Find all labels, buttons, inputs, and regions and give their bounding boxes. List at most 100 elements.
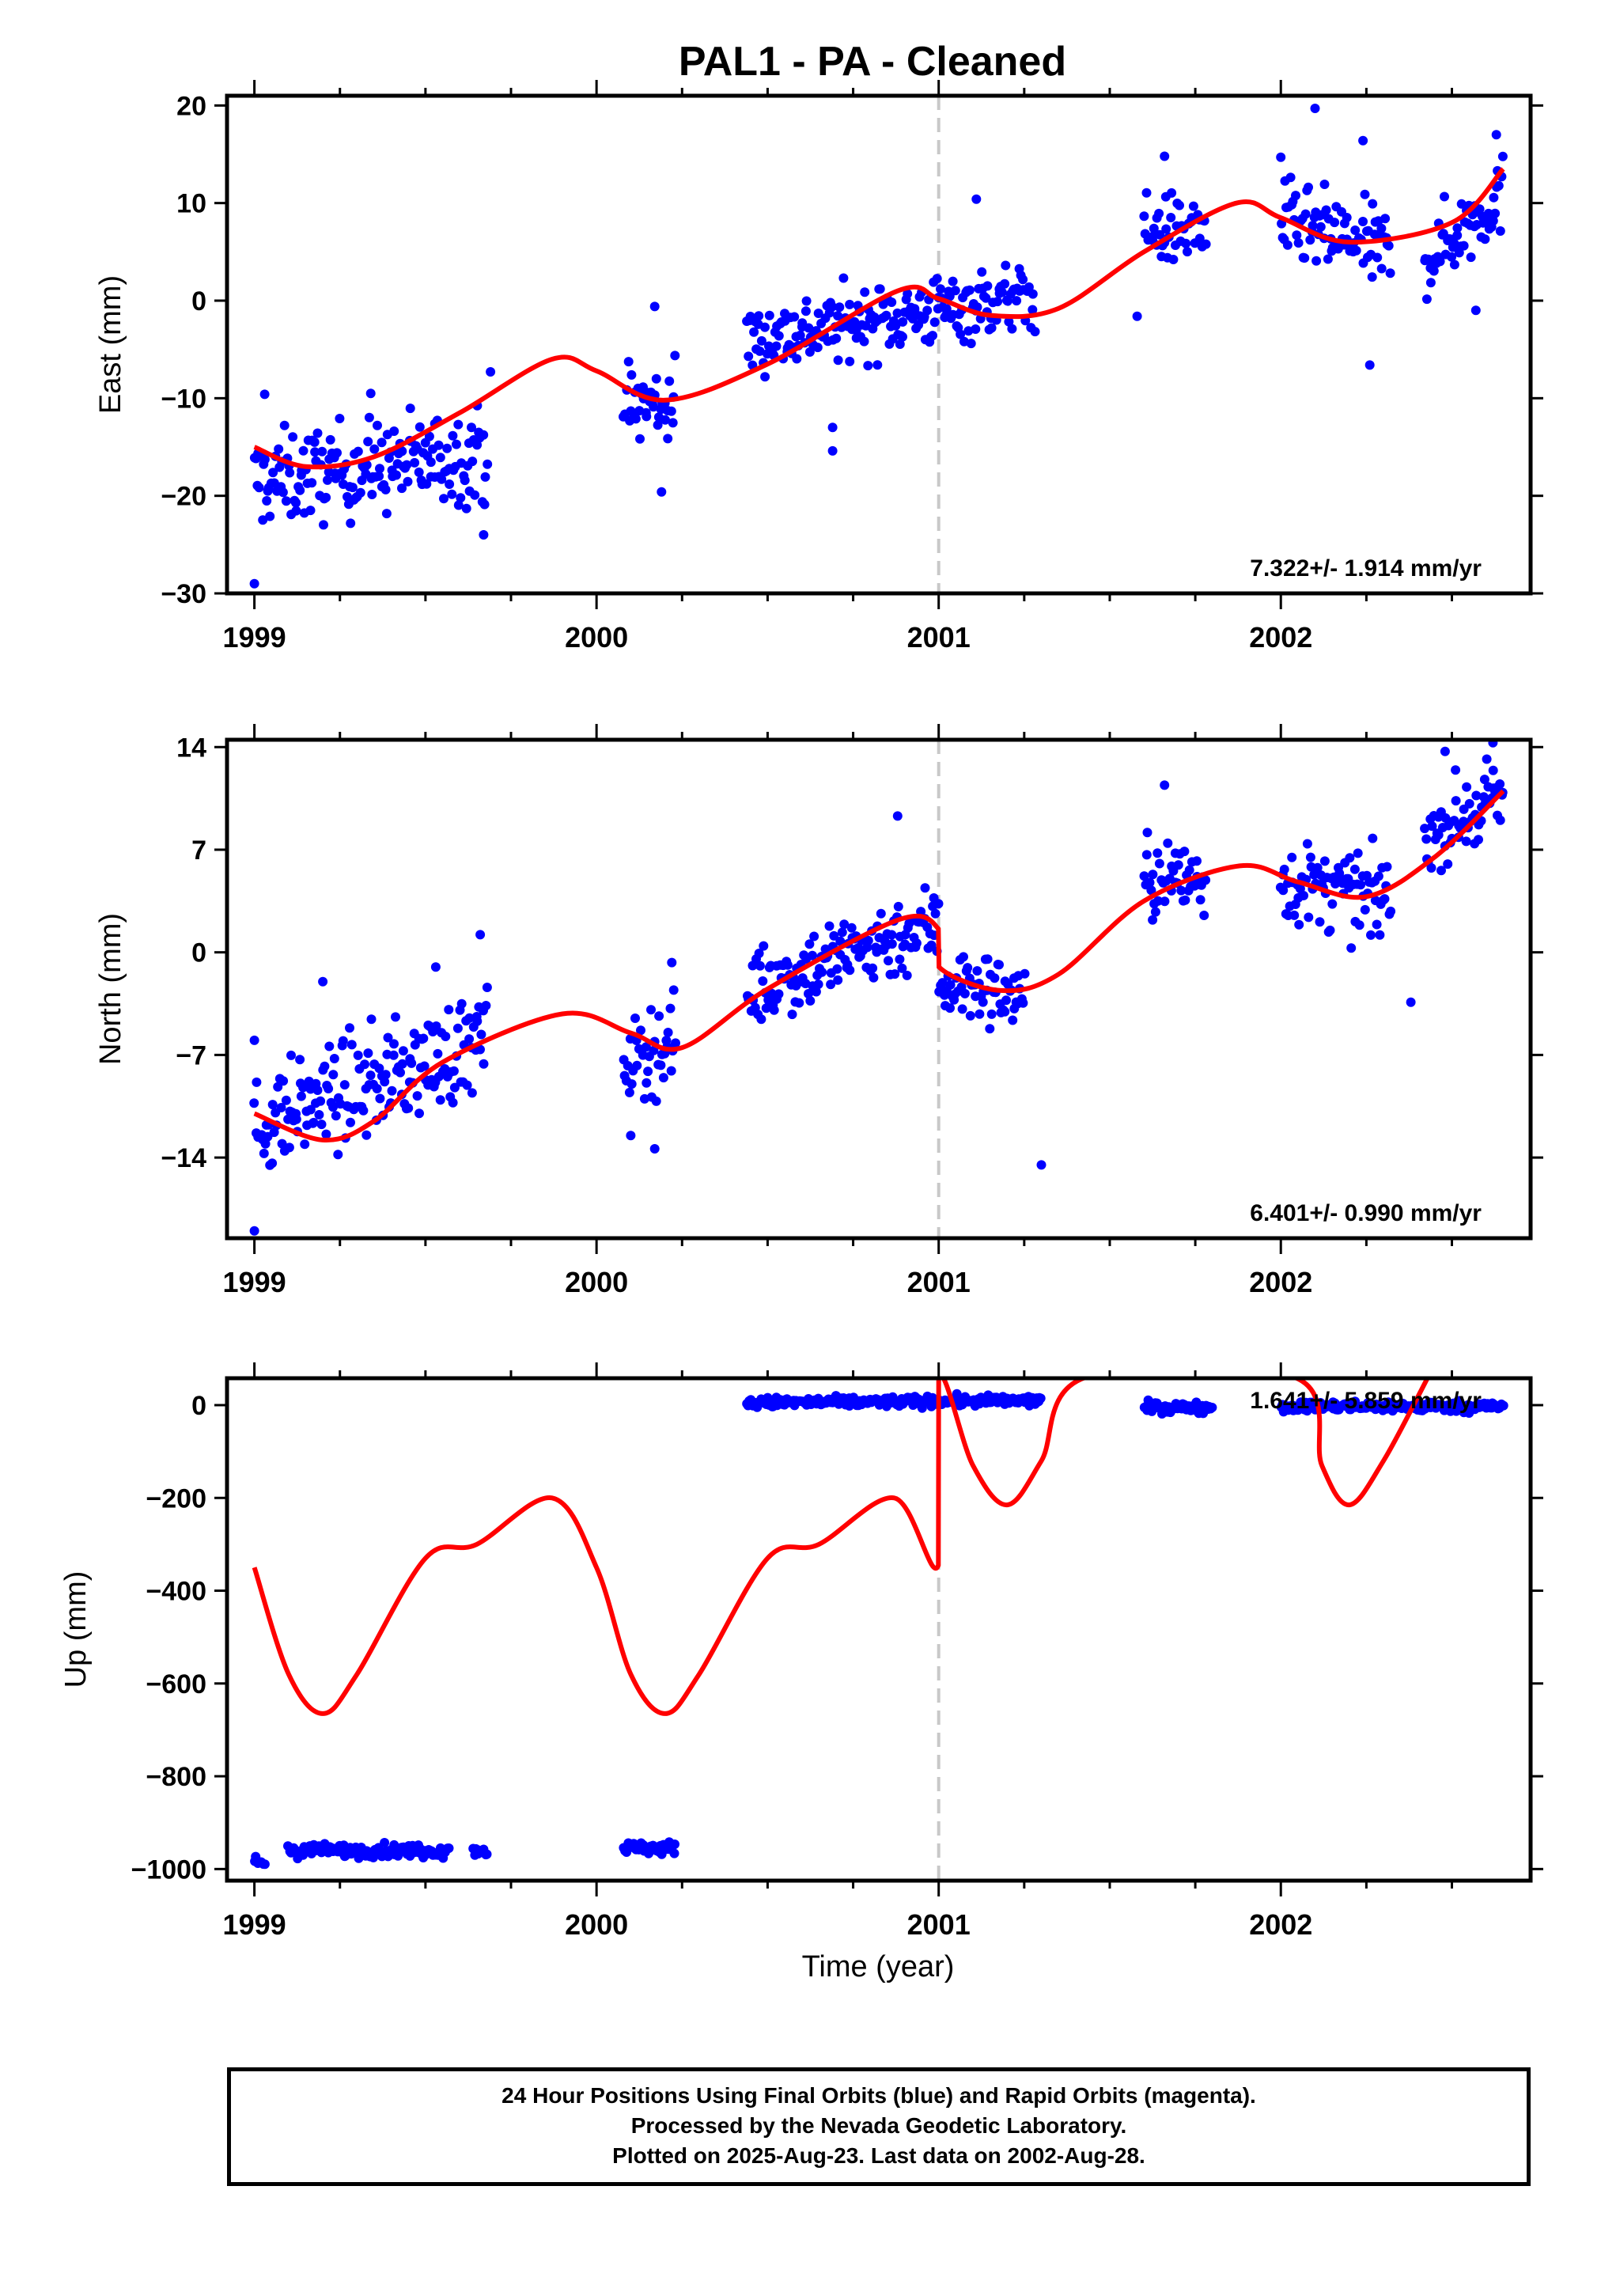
- north-data-point: [782, 960, 793, 970]
- north-data-point: [380, 1077, 390, 1087]
- east-data-point: [486, 367, 496, 377]
- north-data-point: [959, 988, 970, 998]
- east-y-tick-label: 10: [176, 189, 206, 219]
- east-data-point: [1201, 239, 1211, 249]
- east-data-point: [1491, 130, 1501, 140]
- east-data-point: [279, 420, 290, 430]
- north-data-point: [396, 1067, 405, 1078]
- north-data-point: [333, 1150, 343, 1160]
- north-data-point: [1279, 864, 1289, 874]
- east-data-point: [774, 331, 784, 341]
- north-data-point: [296, 1091, 306, 1101]
- up-y-tick-label: 0: [191, 1391, 206, 1421]
- north-data-point: [887, 939, 897, 949]
- north-data-point: [965, 1010, 975, 1021]
- east-data-point: [1385, 268, 1395, 278]
- up-data-point: [670, 1839, 679, 1849]
- east-data-point: [317, 446, 327, 457]
- north-data-point: [1325, 925, 1335, 935]
- north-data-point: [626, 1079, 637, 1089]
- east-data-point: [1315, 222, 1326, 232]
- east-data-point: [1452, 223, 1463, 233]
- north-data-point: [1201, 875, 1211, 885]
- east-data-point: [467, 422, 476, 433]
- up-y-tick-label: −200: [146, 1483, 206, 1514]
- east-data-point: [249, 578, 259, 589]
- east-data-point: [872, 360, 883, 370]
- north-data-point: [1176, 885, 1187, 896]
- east-data-point: [1304, 182, 1313, 192]
- east-data-point: [666, 406, 676, 416]
- east-data-point: [1421, 294, 1432, 305]
- north-data-point: [448, 1097, 458, 1108]
- north-data-point: [372, 1084, 382, 1093]
- north-data-point: [300, 1139, 310, 1150]
- north-data-point: [318, 976, 328, 987]
- east-data-point: [374, 471, 384, 481]
- east-data-point: [1000, 278, 1010, 289]
- east-data-point: [797, 318, 808, 328]
- east-data-point: [859, 336, 869, 347]
- east-data-point: [1493, 180, 1504, 191]
- east-data-point: [274, 444, 284, 454]
- north-data-point: [756, 1014, 766, 1025]
- north-data-point: [1368, 833, 1378, 843]
- north-data-point: [449, 1066, 459, 1076]
- east-data-point: [380, 484, 391, 494]
- east-data-point: [414, 422, 425, 432]
- north-data-point: [1160, 780, 1170, 790]
- east-data-point: [1350, 225, 1361, 235]
- up-y-tick-label: −800: [146, 1762, 206, 1792]
- east-data-point: [335, 414, 345, 423]
- north-data-point: [316, 1120, 327, 1130]
- east-data-point: [480, 472, 490, 482]
- east-data-point: [932, 274, 942, 284]
- north-data-point: [1000, 1006, 1010, 1017]
- east-data-point: [1168, 255, 1179, 264]
- north-data-point: [346, 1117, 355, 1127]
- east-data-point: [397, 483, 407, 494]
- east-data-point: [305, 506, 316, 516]
- east-data-point: [442, 443, 452, 453]
- east-data-point: [971, 194, 982, 204]
- north-data-point: [1354, 920, 1364, 930]
- north-data-point: [957, 1004, 967, 1014]
- north-data-point: [1179, 847, 1190, 857]
- north-data-point: [316, 1096, 326, 1106]
- north-data-point: [758, 976, 768, 986]
- east-data-point: [800, 306, 811, 316]
- north-data-point: [1278, 885, 1289, 896]
- east-data-point: [426, 457, 436, 468]
- north-data-point: [1199, 911, 1209, 920]
- east-data-point: [365, 388, 376, 399]
- north-y-tick-label: −14: [161, 1143, 206, 1173]
- east-data-point: [1459, 241, 1469, 251]
- north-data-point: [1375, 930, 1385, 940]
- north-data-point: [403, 1103, 414, 1113]
- up-data-point: [1498, 1400, 1508, 1411]
- east-data-point: [922, 305, 933, 316]
- north-data-point: [1440, 746, 1450, 756]
- up-y-tick-label: −1000: [131, 1855, 207, 1885]
- east-data-point: [668, 418, 678, 428]
- east-data-point: [291, 506, 301, 516]
- east-data-point: [1488, 216, 1498, 226]
- east-data-point: [898, 332, 907, 342]
- east-data-point: [1300, 209, 1311, 219]
- east-data-point: [845, 356, 855, 366]
- north-data-point: [975, 1009, 985, 1019]
- east-data-point: [845, 299, 855, 309]
- east-data-point: [910, 304, 920, 314]
- north-data-point: [963, 963, 973, 973]
- north-data-point: [353, 1050, 363, 1060]
- north-data-point: [1420, 824, 1430, 834]
- north-data-point: [774, 989, 784, 999]
- east-data-point: [1154, 208, 1164, 218]
- north-data-point: [755, 960, 765, 971]
- north-y-tick-label: 0: [191, 938, 206, 968]
- north-data-point: [298, 1082, 308, 1093]
- north-x-tick-label: 2001: [907, 1266, 971, 1298]
- north-data-point: [978, 997, 988, 1007]
- north-data-point: [868, 963, 878, 973]
- east-data-point: [375, 464, 384, 474]
